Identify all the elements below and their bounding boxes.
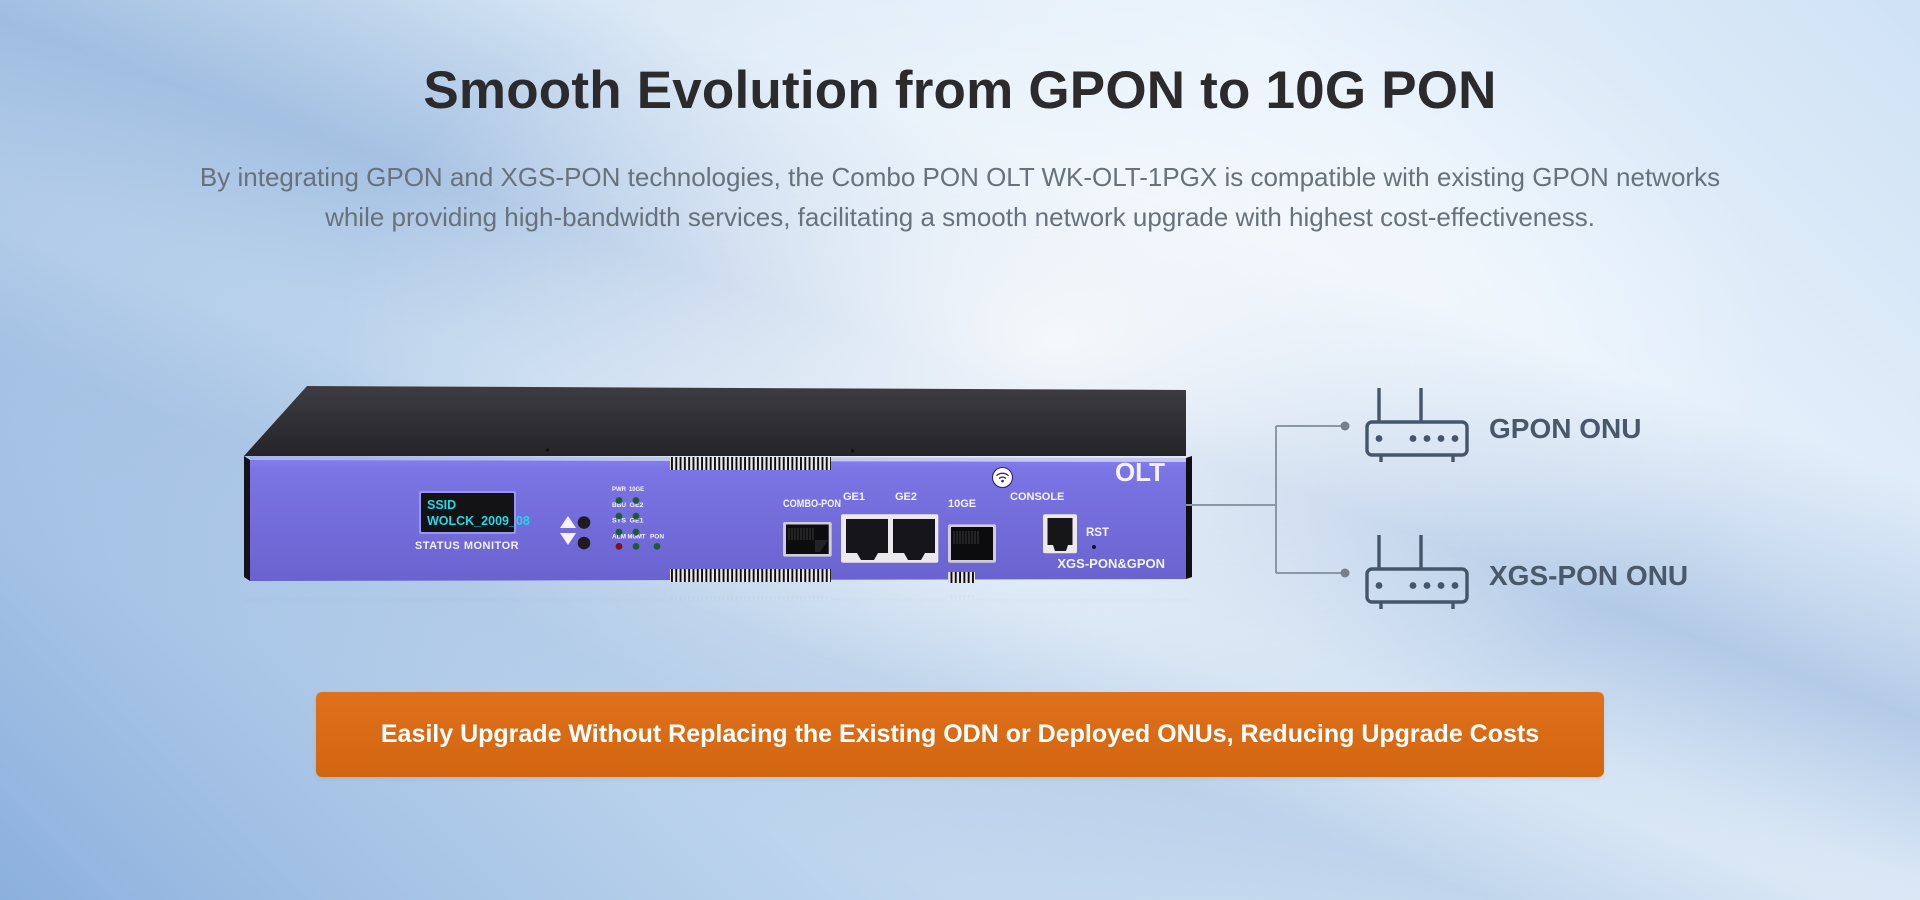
svg-text:XGS-PON ONU: XGS-PON ONU [1489,560,1688,591]
svg-text:GPON ONU: GPON ONU [1489,413,1641,444]
